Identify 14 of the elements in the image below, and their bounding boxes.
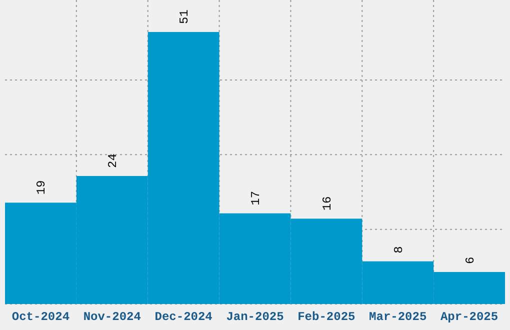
data-label: 51: [178, 10, 192, 24]
data-label: 17: [249, 190, 263, 206]
x-tick-label: Oct-2024: [12, 310, 70, 324]
data-label: 19: [34, 180, 49, 195]
data-label: 16: [320, 196, 334, 211]
data-label: 6: [463, 256, 478, 264]
x-tick-label: Jan-2025: [226, 310, 284, 324]
x-tick-label: Mar-2025: [369, 310, 427, 324]
x-tick-label: Nov-2024: [83, 310, 141, 324]
x-tick-label: Dec-2024: [154, 310, 212, 324]
x-tick-label: Feb-2025: [298, 310, 356, 324]
data-label: 24: [106, 154, 120, 168]
data-label: 8: [392, 246, 406, 254]
x-tick-label: Apr-2025: [440, 310, 498, 324]
